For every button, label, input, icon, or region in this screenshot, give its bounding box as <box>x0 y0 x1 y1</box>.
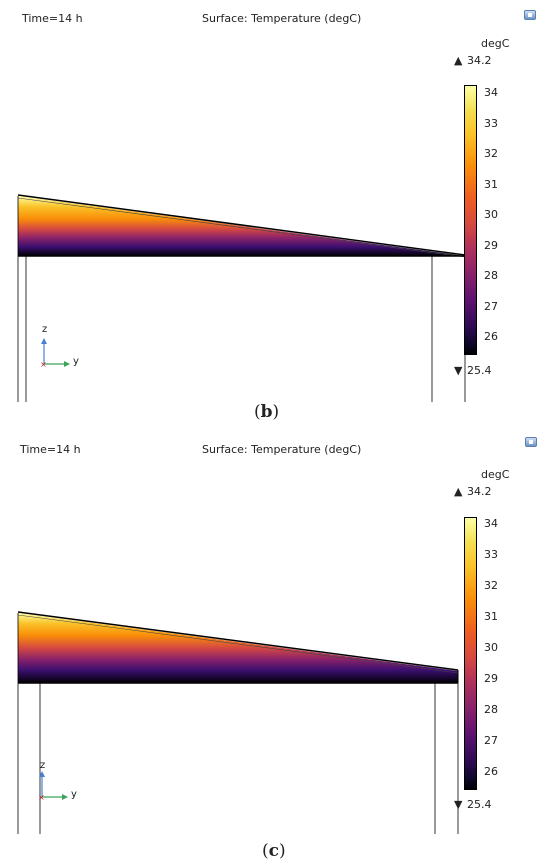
colorbar-tick: 34 <box>484 86 498 99</box>
panel-c: Time=14 h Surface: Temperature (degC) <box>0 434 550 868</box>
axis-x-marker: × <box>40 360 47 369</box>
axis-y-label: y <box>71 789 77 800</box>
colorbar-tick: 28 <box>484 703 498 716</box>
colorbar-tick: 31 <box>484 178 498 191</box>
colorbar-tick: 29 <box>484 239 498 252</box>
colorbar-tick: 29 <box>484 672 498 685</box>
colorbar-tick: 32 <box>484 579 498 592</box>
time-label: Time=14 h <box>20 443 81 456</box>
roof-top-edge <box>17 611 459 671</box>
plot-title: Surface: Temperature (degC) <box>202 443 362 456</box>
min-marker-icon: ▼ <box>454 364 463 377</box>
panel-caption: (b) <box>254 402 280 422</box>
colorbar <box>464 517 477 790</box>
colorbar-tick: 34 <box>484 517 498 530</box>
colorbar-tick: 32 <box>484 147 498 160</box>
max-marker-icon: ▲ <box>454 485 463 498</box>
colorbar-min: 25.4 <box>467 798 492 811</box>
colorbar-max: 34.2 <box>467 54 492 67</box>
colorbar-tick: 26 <box>484 330 498 343</box>
colorbar-tick: 26 <box>484 765 498 778</box>
roof-top-edge <box>17 194 466 256</box>
colorbar-tick: 27 <box>484 734 498 747</box>
roof-temperature-surface <box>18 613 458 683</box>
colorbar-unit: degC <box>481 468 510 481</box>
colorbar-tick: 28 <box>484 269 498 282</box>
plot-title: Surface: Temperature (degC) <box>202 12 362 25</box>
image-icon[interactable] <box>524 10 536 20</box>
colorbar-tick: 31 <box>484 610 498 623</box>
colorbar-min: 25.4 <box>467 364 492 377</box>
min-marker-icon: ▼ <box>454 798 463 811</box>
roof-top-edge-inner <box>17 197 466 258</box>
colorbar-unit: degC <box>481 37 510 50</box>
time-label: Time=14 h <box>22 12 83 25</box>
panel-b: Time=14 h Surface: Temperature (degC) <box>17 10 536 422</box>
panel-caption: (c) <box>262 841 286 861</box>
colorbar-tick: 33 <box>484 117 498 130</box>
colorbar <box>464 85 477 355</box>
image-icon[interactable] <box>525 437 537 447</box>
roof-top-edge-inner <box>17 614 459 674</box>
colorbar-tick: 27 <box>484 300 498 313</box>
axis-z-label: z <box>40 760 46 771</box>
axis-y-label: y <box>73 356 79 367</box>
colorbar-max: 34.2 <box>467 485 492 498</box>
axis-z-label: z <box>42 324 48 335</box>
colorbar-tick: 30 <box>484 208 498 221</box>
axis-x-marker: × <box>38 793 45 802</box>
geometry-plot: × <box>17 611 459 834</box>
max-marker-icon: ▲ <box>454 54 463 67</box>
colorbar-tick: 33 <box>484 548 498 561</box>
geometry-plot: × <box>17 194 466 402</box>
colorbar-tick: 30 <box>484 641 498 654</box>
roof-temperature-surface <box>18 196 465 256</box>
